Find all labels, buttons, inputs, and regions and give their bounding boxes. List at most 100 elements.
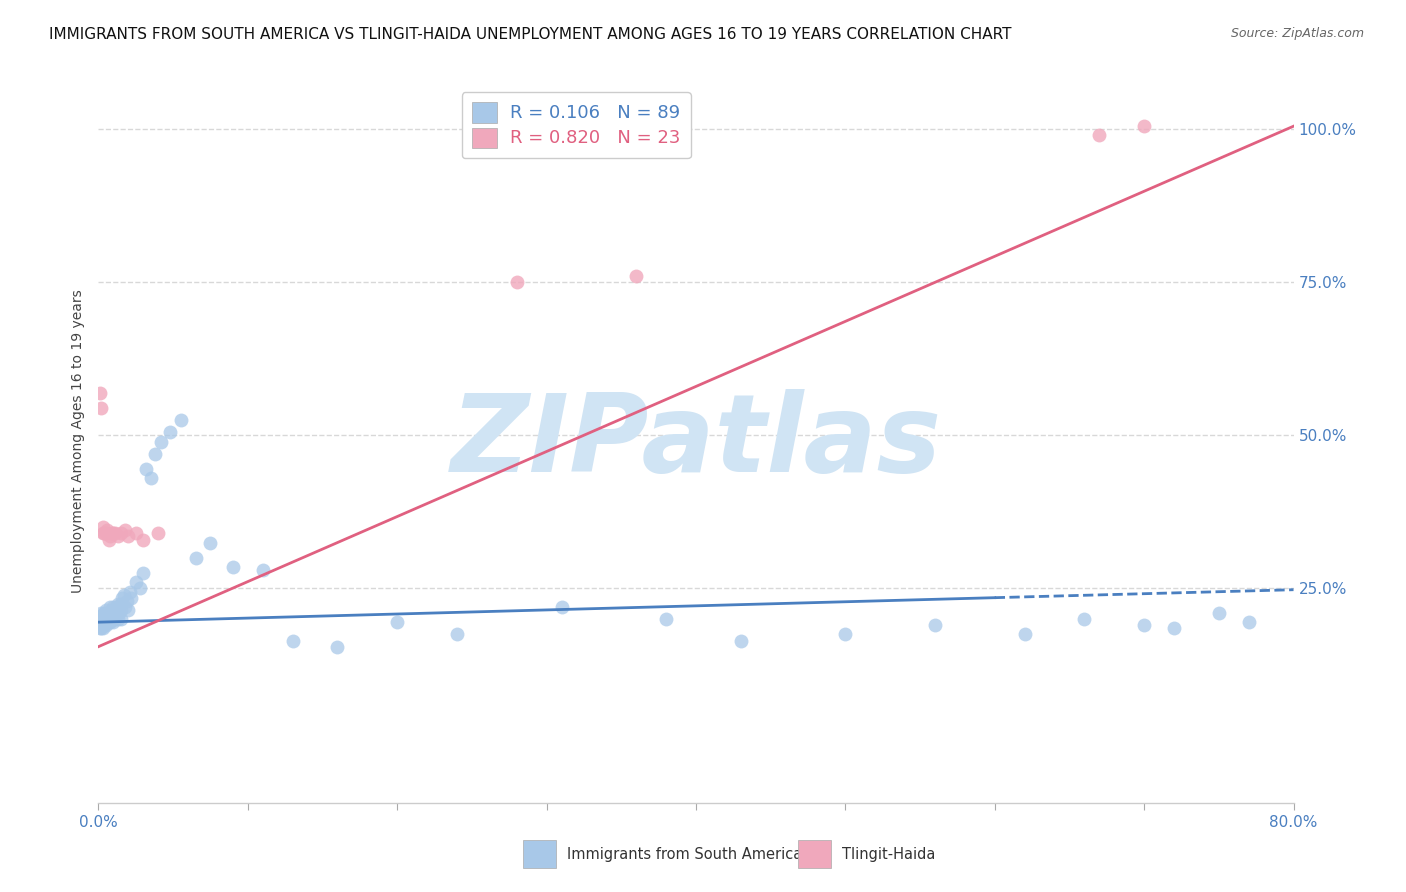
Point: [94, 612, 117, 626]
Point: [107, 529, 129, 543]
Point: [101, 603, 124, 617]
Point: [96, 612, 118, 626]
Point: [1237, 615, 1260, 630]
Text: 0.0%: 0.0%: [79, 815, 118, 830]
Text: IMMIGRANTS FROM SOUTH AMERICA VS TLINGIT-HAIDA UNEMPLOYMENT AMONG AGES 16 TO 19 : IMMIGRANTS FROM SOUTH AMERICA VS TLINGIT…: [49, 27, 1012, 42]
Point: [91, 520, 114, 534]
Point: [93, 609, 115, 624]
Point: [97, 606, 120, 620]
Point: [96, 524, 118, 538]
Point: [110, 612, 132, 626]
Point: [103, 599, 125, 614]
Point: [94, 526, 117, 541]
Legend: R = 0.106   N = 89, R = 0.820   N = 23: R = 0.106 N = 89, R = 0.820 N = 23: [463, 92, 690, 158]
Point: [506, 276, 529, 290]
Point: [105, 606, 128, 620]
Point: [93, 615, 115, 630]
Point: [139, 471, 162, 485]
Point: [281, 633, 304, 648]
Point: [159, 425, 181, 440]
Text: Immigrants from South America: Immigrants from South America: [567, 847, 803, 862]
Point: [110, 526, 132, 541]
Point: [96, 615, 118, 630]
FancyBboxPatch shape: [797, 840, 831, 868]
Point: [89, 621, 111, 635]
FancyBboxPatch shape: [523, 840, 557, 868]
Point: [98, 529, 122, 543]
Point: [91, 618, 114, 632]
Point: [90, 401, 112, 415]
Point: [104, 603, 127, 617]
Point: [730, 633, 752, 648]
Point: [98, 599, 122, 614]
Point: [169, 413, 191, 427]
Point: [93, 612, 115, 626]
Point: [112, 588, 135, 602]
Point: [1163, 621, 1185, 635]
Point: [125, 575, 148, 590]
Point: [105, 599, 128, 614]
Text: Tlingit-Haida: Tlingit-Haida: [842, 847, 935, 862]
Point: [117, 603, 139, 617]
Point: [91, 612, 114, 626]
Point: [118, 584, 141, 599]
Point: [103, 615, 125, 630]
Point: [135, 462, 157, 476]
Point: [96, 606, 118, 620]
Point: [107, 603, 129, 617]
Point: [1088, 128, 1111, 143]
Point: [115, 593, 138, 607]
Point: [148, 526, 170, 541]
Point: [385, 615, 409, 630]
Point: [129, 582, 152, 596]
Point: [111, 591, 134, 605]
Point: [89, 385, 111, 400]
Point: [93, 606, 115, 620]
Point: [132, 533, 155, 547]
Point: [94, 615, 117, 630]
Point: [97, 615, 120, 630]
Point: [150, 434, 173, 449]
Point: [94, 609, 117, 624]
Point: [125, 526, 148, 541]
Point: [114, 524, 136, 538]
Point: [1073, 612, 1095, 626]
Point: [834, 627, 856, 641]
Point: [252, 563, 274, 577]
Point: [110, 603, 132, 617]
Point: [1133, 618, 1156, 632]
Point: [108, 606, 131, 620]
Point: [93, 526, 115, 541]
Point: [90, 606, 112, 620]
Point: [96, 609, 118, 624]
Point: [90, 612, 112, 626]
Point: [110, 597, 132, 611]
Point: [94, 603, 117, 617]
Point: [97, 609, 120, 624]
Point: [101, 526, 124, 541]
Text: Source: ZipAtlas.com: Source: ZipAtlas.com: [1230, 27, 1364, 40]
Text: 80.0%: 80.0%: [1270, 815, 1317, 830]
Point: [200, 535, 222, 549]
Point: [1133, 119, 1156, 133]
Point: [132, 566, 155, 581]
Point: [626, 269, 648, 284]
Point: [98, 606, 122, 620]
Point: [98, 612, 122, 626]
Point: [655, 612, 678, 626]
Point: [90, 615, 112, 630]
Point: [91, 609, 114, 624]
Point: [101, 612, 124, 626]
Point: [103, 606, 125, 620]
Point: [107, 612, 129, 626]
Point: [117, 529, 139, 543]
Point: [91, 615, 114, 630]
Point: [97, 533, 120, 547]
Point: [326, 640, 349, 654]
Point: [96, 612, 118, 626]
Y-axis label: Unemployment Among Ages 16 to 19 years: Unemployment Among Ages 16 to 19 years: [70, 290, 84, 593]
Point: [93, 618, 115, 632]
Point: [98, 615, 122, 630]
Point: [90, 621, 112, 635]
Point: [1208, 606, 1230, 620]
